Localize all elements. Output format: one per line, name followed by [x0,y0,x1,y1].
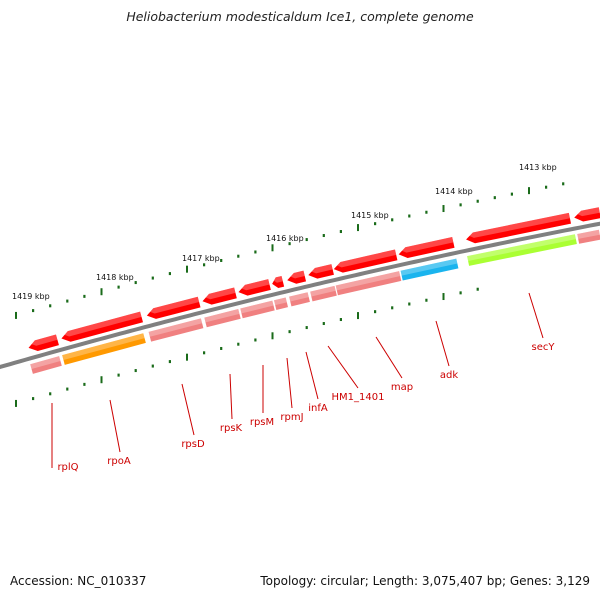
gene-label: rplQ [57,462,78,473]
gene-label: secY [532,342,556,353]
gene-feature-rpoA [62,333,146,365]
gene-leader-line [286,357,293,409]
gene-feature-rpsK [204,309,241,328]
gene-label: map [391,382,413,393]
kbp-scale-label: 1415 kbp [351,211,389,220]
gene-leader-line [435,320,450,367]
accession-text: Accession: NC_010337 [10,574,147,588]
cds-arrow [201,287,237,305]
gene-feature-HM1_1401 [310,285,337,302]
gene-feature-gene-partial [577,229,600,244]
gene-leader-line [109,399,121,453]
cds-arrow [270,275,285,289]
gene-label: rpsK [220,423,243,434]
gene-feature-rpsM [240,300,275,319]
gene-feature-infA [289,292,310,307]
gene-feature-map [335,271,402,296]
gene-label: rpsM [250,417,274,428]
gene-feature-secY [467,234,577,266]
kbp-scale-label: 1414 kbp [435,187,473,196]
cds-arrow [397,236,455,258]
cds-arrow [145,296,201,319]
cds-arrow [237,279,271,296]
gene-label: rpsD [181,439,205,450]
gene-leader-line [229,373,233,420]
gene-feature-rplQ [30,356,62,374]
gene-label: infA [308,403,328,414]
map-title: Heliobacterium modesticaldum Ice1, compl… [126,9,474,24]
kbp-scale-label: 1413 kbp [519,163,557,172]
kbp-scale-label: 1416 kbp [266,234,304,243]
gene-feature-rpmJ [273,297,289,311]
genome-backbone [0,221,600,370]
gene-leader-line [528,292,544,339]
kbp-scale-label: 1418 kbp [96,273,134,282]
gene-label: HM1_1401 [332,392,385,403]
gene-feature-rpsD [148,318,204,342]
kbp-scale-label: 1417 kbp [182,254,220,263]
cds-arrow [573,207,600,222]
genome-summary-text: Topology: circular; Length: 3,075,407 bp… [260,574,590,588]
gene-leader-line [327,345,359,389]
gene-leader-line [375,336,403,379]
gene-leader-line [181,383,195,436]
gene-label: rpmJ [280,412,303,423]
cds-arrow [285,270,307,284]
cds-arrow [332,249,398,273]
gene-leader-line [305,351,319,400]
kbp-scale-label: 1419 kbp [12,292,50,301]
gene-label: adk [440,370,458,381]
cds-arrow [464,212,572,244]
gene-feature-adk [400,258,459,281]
cds-arrow [307,264,334,279]
cds-arrow [60,311,143,342]
cds-arrow [27,334,59,352]
gene-label: rpoA [107,456,131,467]
